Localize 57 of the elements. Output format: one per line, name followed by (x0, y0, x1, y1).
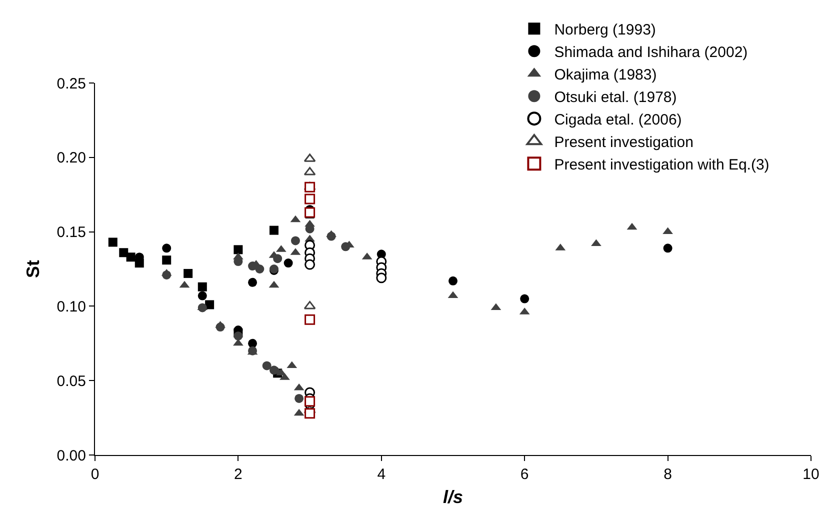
x-tick-label: 0 (90, 466, 100, 483)
point (198, 303, 207, 312)
point (284, 258, 293, 268)
point (234, 245, 243, 254)
point (304, 300, 316, 310)
point (448, 276, 458, 286)
point (198, 282, 207, 292)
x-tick-label: 10 (802, 466, 820, 483)
x-tick-label: 8 (664, 466, 672, 483)
x-tick-label: 6 (520, 466, 529, 483)
y-tick-label: 0.10 (56, 298, 86, 316)
point (304, 194, 316, 204)
point (162, 256, 172, 265)
point (234, 331, 243, 340)
point (248, 278, 258, 287)
point (119, 248, 128, 258)
point (205, 300, 214, 310)
y-tick-label: 0.25 (56, 75, 86, 92)
point (255, 264, 264, 274)
y-tick-label: 0.20 (56, 150, 86, 167)
point (290, 236, 300, 246)
point (270, 366, 278, 375)
legend-label: Okajima (1983) (554, 66, 657, 84)
y-tick-label: 0.15 (56, 224, 86, 242)
point (108, 238, 118, 247)
point (162, 270, 172, 280)
point (162, 244, 172, 253)
point (341, 242, 350, 252)
point (184, 268, 193, 278)
point (376, 272, 387, 284)
legend-label: Present investigation with Eq.(3) (554, 156, 770, 174)
point (304, 408, 316, 419)
point (270, 226, 278, 235)
point (262, 361, 272, 370)
point (294, 394, 304, 403)
x-axis-title: l/s (442, 487, 464, 508)
point (198, 291, 207, 300)
point (126, 252, 136, 262)
point (663, 244, 672, 253)
point (248, 338, 258, 348)
point (304, 314, 316, 325)
point (233, 338, 244, 346)
y-axis-title: St (22, 260, 43, 278)
legend-label: Otsuki etal. (1978) (554, 88, 677, 106)
point (520, 294, 530, 304)
legend-label: Shimada and Ishihara (2002) (554, 44, 748, 61)
legend-label: Present investigation (554, 134, 694, 151)
point (304, 259, 316, 270)
y-tick-label: 0.05 (56, 372, 86, 390)
legend-label: Norberg (1993) (554, 21, 656, 38)
point (662, 227, 673, 234)
x-tick-label: 2 (234, 466, 242, 483)
legend-label: Cigada etal. (2006) (554, 111, 682, 128)
point (216, 322, 225, 332)
point (273, 254, 282, 264)
x-tick-label: 4 (377, 466, 386, 483)
y-tick-label: 0.00 (56, 447, 86, 464)
